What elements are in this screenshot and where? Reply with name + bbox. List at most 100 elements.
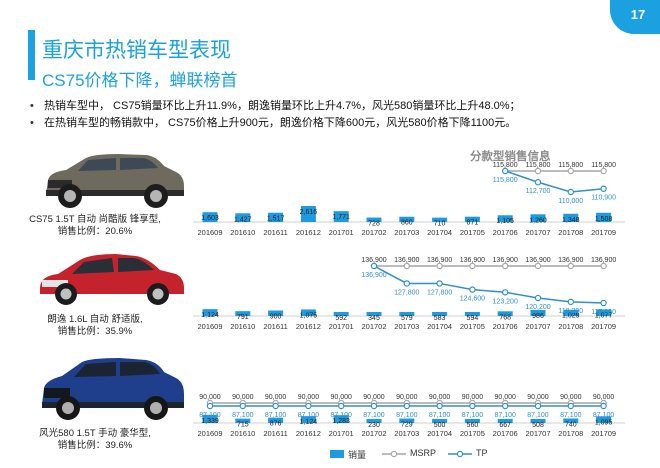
- x-tick-label: 201709: [591, 228, 616, 237]
- x-tick-label: 201707: [525, 322, 550, 331]
- msrp-label: 136,900: [493, 257, 518, 264]
- tp-label: 87,100: [265, 412, 287, 419]
- sales-bar: [432, 217, 448, 222]
- sales-bar: [399, 312, 415, 316]
- sales-bar: [235, 311, 251, 316]
- x-tick-label: 201612: [296, 228, 321, 237]
- sales-bar: [268, 310, 284, 316]
- tp-label: 87,100: [494, 412, 516, 419]
- msrp-label: 90,000: [494, 394, 516, 401]
- msrp-label: 90,000: [462, 394, 484, 401]
- tp-point: [534, 179, 542, 186]
- x-tick-label: 201610: [230, 429, 255, 438]
- x-tick-label: 201706: [493, 228, 518, 237]
- x-tick-label: 201612: [296, 322, 321, 331]
- msrp-label: 90,000: [593, 394, 615, 401]
- tp-label: 110,900: [591, 195, 616, 202]
- sales-bar: [497, 311, 513, 316]
- sales-bar-label: 715: [237, 422, 249, 429]
- sales-bar-label: 345: [368, 315, 380, 322]
- title-accent-bar: [28, 30, 35, 80]
- legend-label-tp: TP: [476, 448, 488, 458]
- x-tick-label: 201701: [329, 429, 354, 438]
- sales-bar-label: 1,124: [201, 312, 219, 319]
- sales-bar: [366, 312, 382, 316]
- car-caption-share: 销售比例：39.6%: [57, 440, 133, 451]
- sales-bar: [464, 419, 480, 423]
- msrp-label: 90,000: [265, 394, 287, 401]
- x-tick-label: 201609: [197, 429, 222, 438]
- sales-bar: [563, 418, 579, 423]
- sales-bar: [399, 216, 415, 222]
- msrp-label: 136,900: [525, 257, 550, 264]
- tp-label: 87,100: [298, 412, 320, 419]
- x-tick-label: 201610: [230, 322, 255, 331]
- tp-point: [206, 402, 214, 410]
- sales-bar-label: 1,075: [300, 312, 318, 319]
- sales-bar: [497, 215, 513, 222]
- sales-bar: [300, 206, 316, 222]
- sales-bar-label: 728: [368, 221, 380, 228]
- sales-bar: [333, 211, 349, 222]
- msrp-label: 136,900: [591, 257, 616, 264]
- msrp-point: [436, 262, 443, 270]
- tp-point: [370, 402, 378, 410]
- sales-bar-label: 710: [434, 221, 446, 228]
- msrp-point: [567, 167, 575, 175]
- tp-point: [567, 402, 575, 410]
- x-tick-label: 201706: [493, 429, 518, 438]
- car-image-lavida: [36, 248, 186, 313]
- car-caption-cs75: CS75 1.5T 自动 尚酷版 锋享型, 销售比例：20.6%: [0, 214, 190, 238]
- x-tick-label: 201612: [296, 429, 321, 438]
- tp-label: 110,000: [558, 198, 583, 205]
- x-tick-label: 201703: [394, 429, 419, 438]
- tp-label: 87,100: [199, 412, 221, 419]
- tp-point: [600, 185, 607, 192]
- sales-bar: [268, 417, 284, 423]
- tp-point: [502, 167, 509, 175]
- car-caption-model: 朗逸 1.6L 自动 舒适版,: [47, 314, 143, 325]
- sales-bar-label: 1,348: [562, 217, 580, 224]
- sales-bar-label: 1,124: [300, 419, 318, 426]
- tp-label: 87,100: [527, 412, 549, 419]
- x-tick-label: 201709: [591, 429, 616, 438]
- tp-point: [600, 402, 607, 410]
- car-caption-share: 销售比例：35.9%: [57, 326, 133, 337]
- x-tick-label: 201709: [591, 322, 616, 331]
- msrp-label: 90,000: [396, 394, 418, 401]
- sales-bar-label: 740: [565, 421, 577, 428]
- tp-point: [403, 402, 410, 410]
- sales-bar-label: 1,029: [562, 313, 580, 320]
- x-tick-label: 201609: [197, 228, 222, 237]
- msrp-point: [600, 167, 607, 175]
- tp-label: 87,100: [593, 412, 615, 419]
- x-tick-label: 201701: [329, 228, 354, 237]
- chart-title: 分款型销售信息: [470, 151, 551, 163]
- msrp-point: [403, 262, 410, 270]
- tp-line: [373, 265, 604, 304]
- sales-bar-label: 1,077: [595, 312, 613, 319]
- msrp-label: 136,900: [558, 257, 583, 264]
- sales-bar-label: 1,339: [201, 418, 219, 425]
- tp-point: [469, 402, 476, 410]
- x-tick-label: 201707: [525, 228, 550, 237]
- sales-bar: [333, 312, 349, 316]
- sales-bar-label: 860: [401, 220, 413, 227]
- sales-bar: [235, 213, 251, 222]
- x-tick-label: 201704: [427, 429, 452, 438]
- sales-bar-label: 230: [368, 422, 380, 429]
- tp-point: [338, 402, 345, 410]
- tp-label: 87,100: [429, 412, 451, 419]
- x-tick-label: 201703: [394, 322, 419, 331]
- msrp-label: 136,900: [361, 257, 386, 264]
- sales-bar: [399, 418, 415, 423]
- tp-label: 118,200: [558, 308, 583, 315]
- tp-point: [272, 402, 279, 410]
- sales-bar-label: 1,105: [496, 218, 514, 225]
- tp-point: [600, 299, 607, 307]
- sales-bar: [333, 415, 349, 423]
- msrp-label: 90,000: [560, 394, 582, 401]
- tp-line: [504, 170, 604, 193]
- tp-label: 136,900: [361, 272, 386, 279]
- page-title: 重庆市热销车型表现: [42, 39, 231, 62]
